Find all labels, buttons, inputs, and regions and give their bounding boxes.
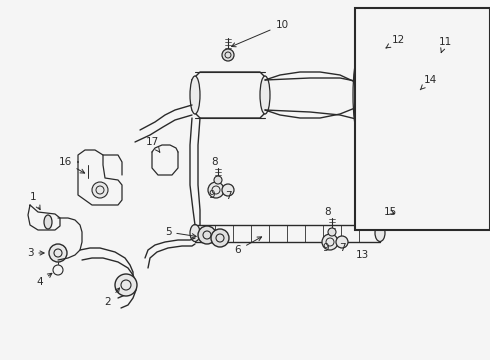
Text: 8: 8 bbox=[212, 157, 219, 167]
Text: 12: 12 bbox=[386, 35, 405, 48]
Circle shape bbox=[115, 274, 137, 296]
Ellipse shape bbox=[376, 116, 404, 134]
Text: 4: 4 bbox=[37, 273, 52, 287]
Text: 3: 3 bbox=[26, 248, 44, 258]
Circle shape bbox=[336, 236, 348, 248]
Ellipse shape bbox=[44, 215, 52, 229]
Text: 14: 14 bbox=[420, 75, 437, 90]
Text: 13: 13 bbox=[355, 250, 368, 260]
Circle shape bbox=[435, 47, 445, 57]
Ellipse shape bbox=[260, 76, 270, 114]
Circle shape bbox=[198, 226, 216, 244]
Text: 7: 7 bbox=[339, 243, 345, 253]
Circle shape bbox=[211, 229, 229, 247]
Circle shape bbox=[390, 205, 410, 225]
Circle shape bbox=[92, 182, 108, 198]
Text: 16: 16 bbox=[58, 157, 85, 173]
Text: 6: 6 bbox=[235, 237, 262, 255]
Text: 9: 9 bbox=[323, 243, 329, 253]
Text: 10: 10 bbox=[232, 20, 289, 47]
Circle shape bbox=[49, 244, 67, 262]
Circle shape bbox=[378, 47, 388, 57]
Ellipse shape bbox=[375, 225, 385, 242]
Text: 5: 5 bbox=[165, 227, 196, 238]
Circle shape bbox=[222, 184, 234, 196]
Circle shape bbox=[208, 182, 224, 198]
Text: 7: 7 bbox=[225, 191, 231, 201]
Text: 2: 2 bbox=[105, 288, 120, 307]
Circle shape bbox=[214, 176, 222, 184]
Text: 15: 15 bbox=[383, 207, 396, 217]
Text: 9: 9 bbox=[209, 190, 215, 200]
Text: 8: 8 bbox=[325, 207, 331, 217]
Circle shape bbox=[328, 228, 336, 236]
Ellipse shape bbox=[190, 76, 200, 114]
Text: 17: 17 bbox=[146, 137, 160, 152]
Ellipse shape bbox=[377, 154, 405, 172]
Ellipse shape bbox=[353, 59, 363, 131]
Circle shape bbox=[322, 234, 338, 250]
Ellipse shape bbox=[420, 59, 430, 131]
Text: 11: 11 bbox=[439, 37, 452, 53]
Circle shape bbox=[222, 49, 234, 61]
Ellipse shape bbox=[190, 225, 200, 242]
Text: 1: 1 bbox=[30, 192, 40, 210]
Bar bbox=[355, 8, 490, 230]
